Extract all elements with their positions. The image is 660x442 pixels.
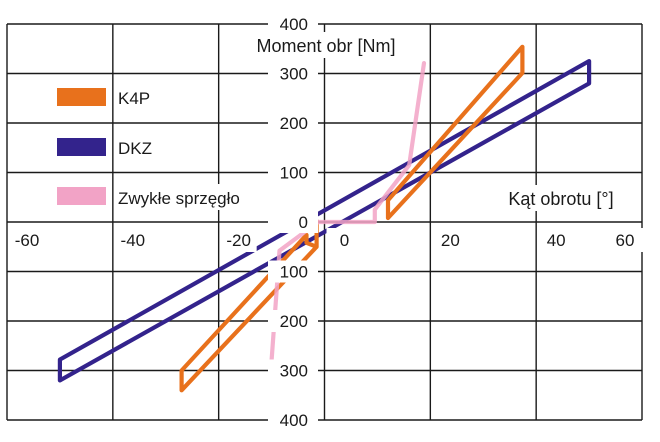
y-tick-label-bg [268, 260, 318, 283]
y-tick-label: 100 [280, 263, 308, 282]
labels: 400 300 200 100 0 100 200 300 400 -60 -40 -20 0 20 40 6… [9, 13, 643, 431]
legend-swatch-k4p [57, 88, 106, 106]
series-line-dkz [57, 58, 592, 383]
y-tick-label: 400 [280, 411, 308, 430]
x-axis-title-bg [496, 185, 626, 211]
legend-label-zwykle-sprzeglo: Zwykłe sprzęgło [118, 189, 240, 208]
legend-item-dkz: DKZ [57, 136, 159, 160]
x-tick-label: -40 [121, 231, 146, 250]
series-line-k4p [385, 44, 525, 221]
legend-label-bg [115, 184, 263, 210]
x-tick-label-bg [432, 228, 469, 252]
y-tick-label-bg [268, 310, 318, 332]
legend-label-bg [115, 86, 157, 110]
x-tick-label: 60 [616, 231, 635, 250]
legend-label-bg [115, 136, 159, 160]
y-tick-label-bg [268, 13, 318, 35]
y-axis-title: Moment obr [Nm] [256, 36, 395, 56]
y-tick-label: 400 [280, 15, 308, 34]
y-tick-label-bg [268, 359, 318, 382]
x-axis-title: Kąt obrotu [°] [508, 189, 613, 209]
legend-item-k4p: K4P [57, 86, 157, 110]
y-tick-label-bg [268, 112, 318, 134]
x-tick-label-bg [220, 228, 257, 252]
y-tick-label-bg [268, 409, 318, 431]
x-tick-label-bg [538, 228, 575, 252]
series-layer [57, 44, 592, 393]
legend-item-zwykle-sprzeglo: Zwykłe sprzęgło [57, 184, 263, 210]
legend-swatch-dkz [57, 138, 106, 156]
x-tick-label: 20 [441, 231, 460, 250]
y-tick-label: 300 [280, 65, 308, 84]
y-tick-label-bg [268, 62, 318, 85]
y-tick-label: 200 [280, 312, 308, 331]
y-tick-label-bg [268, 211, 318, 233]
x-tick-label-bg [607, 228, 643, 252]
legend-swatch-zwykle-sprzeglo [57, 187, 106, 205]
series-line-zwyk-e-sprz-g-o [268, 60, 427, 378]
y-tick-label: 0 [299, 213, 308, 232]
x-tick-label: 40 [547, 231, 566, 250]
x-tick-label: -20 [226, 231, 251, 250]
y-tick-label: 300 [280, 362, 308, 381]
legend: K4P DKZ Zwykłe sprzęgło [57, 86, 263, 210]
x-tick-label: -60 [15, 231, 40, 250]
y-tick-label-bg [268, 161, 318, 184]
x-tick-label-bg [326, 228, 363, 252]
y-tick-label: 100 [280, 164, 308, 183]
legend-label-dkz: DKZ [118, 139, 152, 158]
x-tick-label-bg [9, 228, 45, 252]
legend-label-k4p: K4P [118, 89, 150, 108]
x-tick-label-bg [114, 228, 151, 252]
x-tick-label: 0 [340, 231, 349, 250]
y-tick-label: 200 [280, 114, 308, 133]
y-axis-title-bg [241, 32, 411, 58]
